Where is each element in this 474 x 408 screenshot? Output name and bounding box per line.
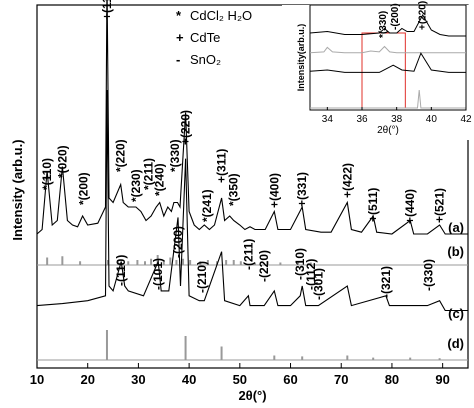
peak-label-12: *(350): [227, 173, 241, 206]
inset-x-tick-label-2: 38: [391, 114, 403, 125]
legend-label-0: CdCl₂ H₂O: [190, 8, 252, 23]
peak-label-25: -(310): [293, 248, 307, 280]
legend-symbol-1: +: [176, 30, 184, 45]
inset-series-2: [309, 52, 466, 73]
peak-label-9: +(220): [179, 110, 193, 145]
x-tick-label-1: 20: [80, 372, 94, 387]
y-axis-label: Intensity (arb.u.): [10, 139, 25, 240]
peak-label-17: +(440): [403, 189, 417, 224]
series-label-0: (a): [448, 220, 464, 235]
peak-label-8: *(330): [168, 139, 182, 172]
peak-label-14: +(331): [295, 172, 309, 207]
peak-label-19: -(110): [114, 255, 128, 286]
peak-label-28: -(321): [379, 266, 393, 298]
legend: * CdCl₂ H₂O + CdTe- SnO₂: [176, 8, 252, 67]
peak-label-23: -(211): [241, 239, 255, 270]
peak-label-21: -(200): [171, 226, 185, 258]
peak-label-27: -(301): [311, 268, 325, 300]
legend-symbol-2: -: [176, 52, 180, 67]
main-chart: (a) (b) (c) (d) 10 20 30 40 50 60 70 80 90 2θ(°) Inten…: [10, 0, 469, 403]
inset-x-axis-label: 2θ(°): [377, 125, 399, 136]
inset-peak-label-1: -(200): [390, 3, 401, 30]
x-tick-label-5: 60: [283, 372, 297, 387]
inset-series-1: [309, 45, 466, 54]
peak-label-15: +(422): [340, 163, 354, 198]
inset-x-tick-label-3: 40: [426, 114, 438, 125]
inset-peak-label-2: +(220): [418, 1, 429, 30]
series-label-2: (c): [448, 306, 464, 321]
inset-frame: [309, 4, 467, 111]
series-label-3: (d): [447, 336, 464, 351]
inset-y-axis-label: Intensity(arb.u.): [296, 24, 306, 92]
peak-label-5: *(230): [129, 169, 143, 202]
x-tick-label-7: 80: [385, 372, 399, 387]
peak-label-18: +(521): [433, 188, 447, 223]
x-tick-label-4: 50: [233, 372, 247, 387]
x-tick-label-0: 10: [30, 372, 44, 387]
peak-label-13: +(400): [267, 173, 281, 208]
peak-label-2: *(200): [77, 172, 91, 205]
x-axis-label: 2θ(°): [238, 388, 266, 403]
peak-label-24: -(220): [257, 250, 271, 282]
inset-x-tick-label-4: 42: [460, 114, 472, 125]
x-tick-label-8: 90: [435, 372, 449, 387]
inset-peak-label-0: *(330): [378, 11, 389, 38]
peak-label-3: +(111): [100, 0, 114, 20]
series-line-0: [36, 0, 468, 235]
plot-frame: [36, 4, 469, 369]
peak-label-26: -(112): [304, 259, 318, 290]
peak-label-11: +(311): [215, 149, 229, 183]
legend-label-1: CdTe: [190, 30, 220, 45]
peak-label-10: *(241): [200, 189, 214, 222]
series-line-2: [36, 89, 468, 312]
inset-x-tick-label-1: 36: [356, 114, 368, 125]
peak-label-6: *(211): [142, 158, 156, 190]
series-label-1: (b): [447, 244, 464, 259]
peak-label-22: -(210): [195, 261, 209, 293]
legend-symbol-0: *: [176, 8, 182, 23]
inset-x-tick-label-0: 34: [322, 114, 334, 125]
inset-series-3: [310, 89, 466, 109]
inset-chart: 34 36 38 40 42 2θ(°) Intensity(arb.u.) *(330) -(…: [282, 1, 472, 140]
peak-label-0: *(110): [40, 158, 54, 190]
peak-label-20: -(101): [151, 258, 165, 290]
peak-label-16: +(511): [366, 188, 380, 222]
inset-series-0: [309, 13, 466, 37]
peak-label-1: *(020): [55, 145, 69, 178]
peak-label-4: *(220): [114, 139, 128, 172]
x-tick-label-6: 70: [334, 372, 348, 387]
peak-label-7: *(240): [153, 163, 167, 196]
legend-label-2: SnO₂: [190, 52, 221, 67]
x-tick-label-3: 40: [182, 372, 196, 387]
x-tick-label-2: 30: [131, 372, 145, 387]
peak-label-29: -(330): [421, 259, 435, 291]
